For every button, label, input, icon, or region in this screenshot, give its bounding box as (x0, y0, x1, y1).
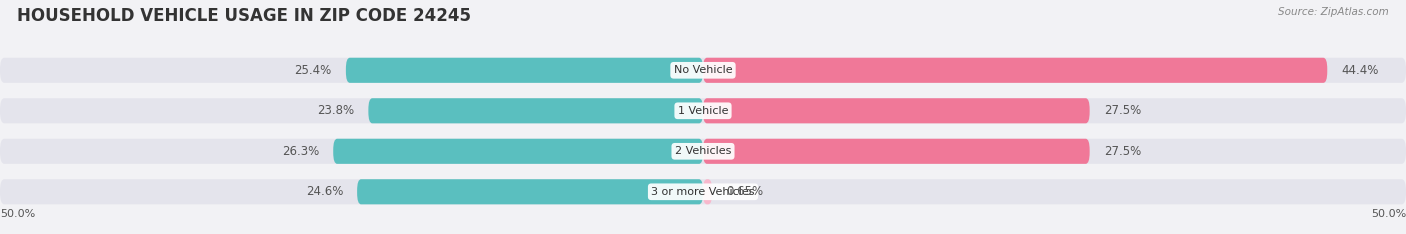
Text: No Vehicle: No Vehicle (673, 65, 733, 75)
FancyBboxPatch shape (333, 139, 703, 164)
FancyBboxPatch shape (703, 179, 713, 204)
FancyBboxPatch shape (0, 58, 1406, 83)
FancyBboxPatch shape (346, 58, 703, 83)
FancyBboxPatch shape (357, 179, 703, 204)
FancyBboxPatch shape (703, 139, 1090, 164)
Text: 23.8%: 23.8% (318, 104, 354, 117)
Text: 27.5%: 27.5% (1104, 145, 1140, 158)
Text: 1 Vehicle: 1 Vehicle (678, 106, 728, 116)
Text: 26.3%: 26.3% (283, 145, 319, 158)
Text: 50.0%: 50.0% (0, 209, 35, 219)
FancyBboxPatch shape (0, 139, 1406, 164)
Text: HOUSEHOLD VEHICLE USAGE IN ZIP CODE 24245: HOUSEHOLD VEHICLE USAGE IN ZIP CODE 2424… (17, 7, 471, 25)
FancyBboxPatch shape (0, 98, 1406, 123)
Text: 25.4%: 25.4% (295, 64, 332, 77)
FancyBboxPatch shape (703, 58, 1327, 83)
Text: 3 or more Vehicles: 3 or more Vehicles (651, 187, 755, 197)
FancyBboxPatch shape (703, 98, 1090, 123)
Text: Source: ZipAtlas.com: Source: ZipAtlas.com (1278, 7, 1389, 17)
Text: 0.65%: 0.65% (725, 185, 763, 198)
FancyBboxPatch shape (0, 179, 1406, 204)
Text: 24.6%: 24.6% (305, 185, 343, 198)
Text: 44.4%: 44.4% (1341, 64, 1379, 77)
Text: 27.5%: 27.5% (1104, 104, 1140, 117)
Text: 50.0%: 50.0% (1371, 209, 1406, 219)
Text: 2 Vehicles: 2 Vehicles (675, 146, 731, 156)
FancyBboxPatch shape (368, 98, 703, 123)
